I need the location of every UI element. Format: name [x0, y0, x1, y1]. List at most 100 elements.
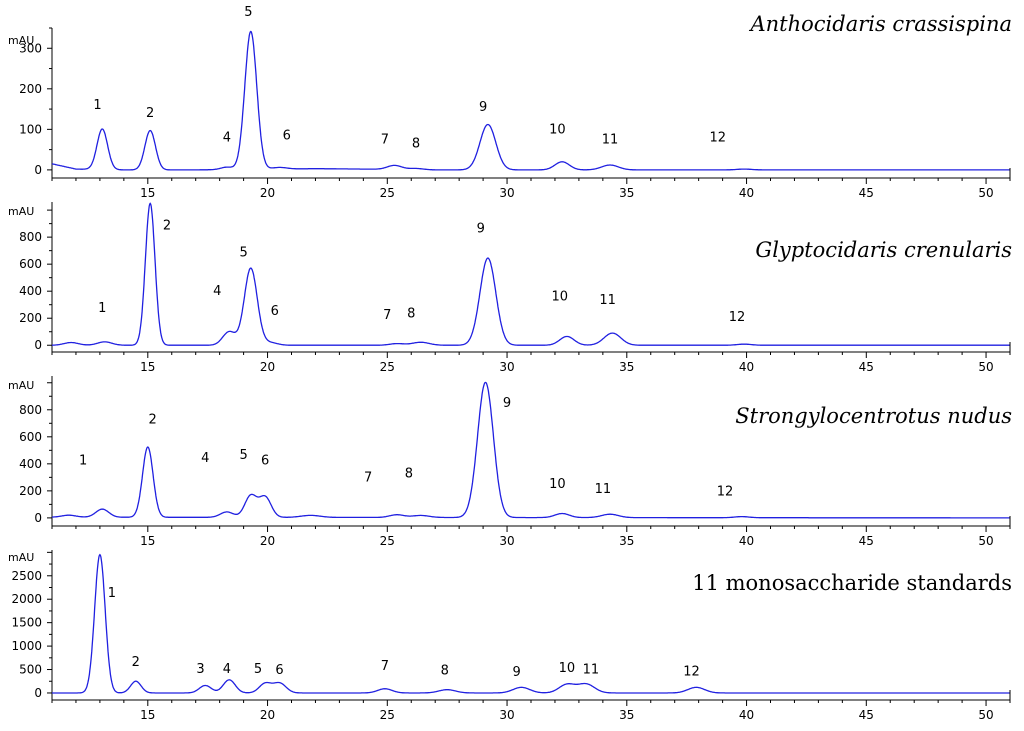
- peak-label: 12: [683, 665, 700, 680]
- y-tick-label: 800: [19, 230, 42, 244]
- y-axis-label: mAU: [8, 34, 34, 47]
- x-tick-label: 40: [739, 360, 754, 374]
- y-tick-label: 300: [19, 41, 42, 55]
- y-tick-label: 0: [34, 686, 42, 700]
- peak-label: 11: [583, 662, 600, 677]
- y-tick-label: 2000: [11, 592, 42, 606]
- y-tick-label: 800: [19, 403, 42, 417]
- x-tick-label: 40: [739, 186, 754, 200]
- peak-label: 6: [261, 454, 269, 469]
- peak-label: 7: [381, 659, 389, 674]
- panel-title: 11 monosaccharide standards: [692, 571, 1012, 595]
- peak-label: 11: [602, 133, 619, 148]
- x-tick-label: 30: [499, 186, 514, 200]
- x-tick-label: 20: [260, 708, 275, 722]
- panel-anthocidaris-crassispina: Anthocidaris crassispina mAU 0 100 200 300 1…: [8, 5, 1012, 200]
- peak-label: 9: [503, 396, 511, 411]
- peak-label: 1: [108, 586, 116, 601]
- x-tick-label: 25: [380, 186, 395, 200]
- x-tick-label: 30: [499, 708, 514, 722]
- peak-label: 5: [239, 448, 247, 463]
- x-tick-label: 50: [978, 360, 993, 374]
- peak-label: 4: [223, 131, 231, 146]
- y-tick-label: 500: [19, 663, 42, 677]
- x-tick-label: 20: [260, 186, 275, 200]
- panel-monosaccharide-standards: 11 monosaccharide standards mAU 0 500 1000…: [8, 550, 1012, 722]
- peak-label: 12: [710, 131, 727, 146]
- chromatogram-trace: [52, 553, 1010, 694]
- chromatogram-trace: [51, 30, 1010, 171]
- peak-label: 10: [559, 661, 576, 676]
- peak-label: 9: [479, 100, 487, 115]
- peak-label: 6: [283, 128, 291, 143]
- y-tick-label: 600: [19, 430, 42, 444]
- peak-label: 2: [148, 412, 156, 427]
- y-tick-label: 2500: [11, 569, 42, 583]
- y-tick-label: 200: [19, 82, 42, 96]
- chromatogram-trace: [52, 202, 1010, 346]
- y-tick-label: 100: [19, 122, 42, 136]
- peak-label: 8: [405, 466, 413, 481]
- peak-label: 4: [201, 451, 209, 466]
- y-axis-label: mAU: [8, 551, 34, 564]
- x-tick-label: 40: [739, 534, 754, 548]
- x-tick-label: 45: [859, 534, 874, 548]
- x-tick-label: 45: [859, 708, 874, 722]
- x-tick-label: 30: [499, 534, 514, 548]
- y-axis-label: mAU: [8, 379, 34, 392]
- peak-label: 11: [599, 293, 616, 308]
- peak-label: 7: [364, 470, 372, 485]
- peak-label: 9: [512, 665, 520, 680]
- y-tick-label: 0: [34, 163, 42, 177]
- y-tick-label: 600: [19, 257, 42, 271]
- peak-label: 2: [132, 655, 140, 670]
- panel-title: Anthocidaris crassispina: [748, 12, 1012, 36]
- peak-label: 8: [412, 137, 420, 152]
- peak-label: 7: [383, 308, 391, 323]
- x-tick-label: 20: [260, 534, 275, 548]
- x-tick-label: 25: [380, 708, 395, 722]
- x-tick-label: 20: [260, 360, 275, 374]
- peak-label: 5: [239, 246, 247, 261]
- y-tick-label: 0: [34, 338, 42, 352]
- y-axis-label: mAU: [8, 205, 34, 218]
- peak-label: 5: [244, 5, 252, 20]
- x-tick-label: 35: [619, 534, 634, 548]
- peak-label: 10: [549, 477, 566, 492]
- x-tick-label: 25: [380, 360, 395, 374]
- x-tick-label: 35: [619, 186, 634, 200]
- peak-label: 4: [223, 662, 231, 677]
- y-tick-label: 200: [19, 311, 42, 325]
- peak-label: 12: [717, 485, 734, 500]
- y-tick-label: 1500: [11, 616, 42, 630]
- x-tick-label: 25: [380, 534, 395, 548]
- peak-label: 11: [595, 482, 612, 497]
- x-tick-label: 50: [978, 708, 993, 722]
- x-tick-label: 50: [978, 534, 993, 548]
- x-tick-label: 15: [140, 708, 155, 722]
- peak-label: 9: [477, 221, 485, 236]
- x-tick-label: 15: [140, 360, 155, 374]
- y-tick-label: 200: [19, 484, 42, 498]
- x-tick-label: 35: [619, 360, 634, 374]
- panel-title: Glyptocidaris crenularis: [755, 238, 1012, 262]
- peak-label: 1: [79, 454, 87, 469]
- x-tick-label: 15: [140, 534, 155, 548]
- peak-label: 12: [729, 310, 746, 325]
- y-tick-label: 1000: [11, 639, 42, 653]
- peak-label: 8: [407, 307, 415, 322]
- x-tick-label: 50: [978, 186, 993, 200]
- peak-label: 6: [275, 663, 283, 678]
- peak-label: 4: [213, 284, 221, 299]
- panel-title: Strongylocentrotus nudus: [735, 404, 1012, 428]
- y-tick-label: 400: [19, 457, 42, 471]
- peak-label: 8: [441, 664, 449, 679]
- chromatogram-trace: [52, 381, 1010, 519]
- peak-label: 1: [93, 98, 101, 113]
- peak-label: 2: [163, 219, 171, 234]
- x-tick-label: 40: [739, 708, 754, 722]
- peak-label: 2: [146, 106, 154, 121]
- panel-strongylocentrotus-nudus: Strongylocentrotus nudus mAU 0 200 400 600 8…: [8, 376, 1012, 548]
- x-tick-label: 15: [140, 186, 155, 200]
